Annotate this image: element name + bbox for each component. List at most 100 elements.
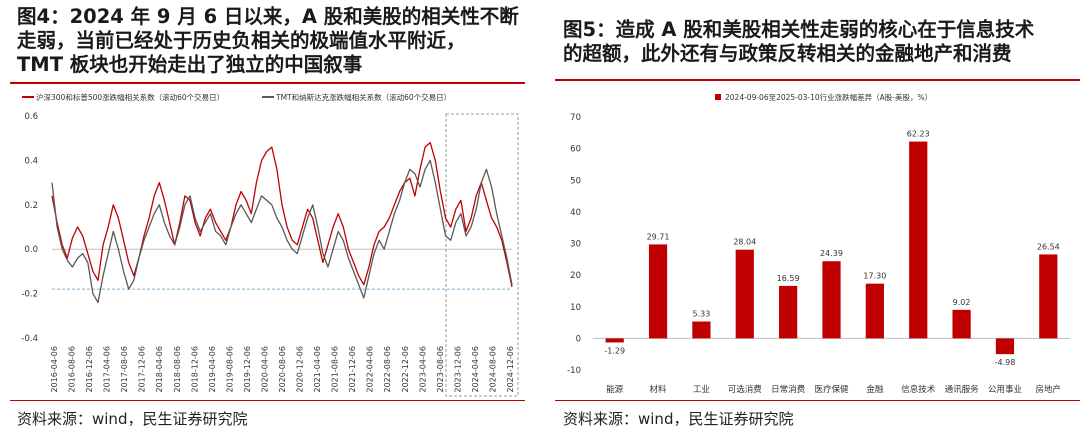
x-tick-label: 2020-12-06 <box>296 346 305 393</box>
bar-房地产 <box>1039 254 1058 339</box>
bar-医疗保健 <box>822 261 841 339</box>
x-tick-label: 2018-12-06 <box>190 346 199 393</box>
y-tick-label: 0.2 <box>24 201 38 211</box>
series-line-1 <box>51 141 513 288</box>
x-tick-label: 2022-08-06 <box>383 346 392 393</box>
x-tick-label: 2022-12-06 <box>401 346 410 393</box>
x-tick-label: 2024-08-06 <box>488 346 497 393</box>
x-category-label: 通讯服务 <box>945 384 980 395</box>
x-tick-label: 2016-04-06 <box>50 346 59 393</box>
left-title-line-3: TMT 板块也开始走出了独立的中国叙事 <box>17 53 363 76</box>
x-tick-label: 2021-12-06 <box>348 346 357 393</box>
bar-chart-svg: 2024-09-06至2025-03-10行业涨跌幅差异（A股-美股，%） 70 6… <box>567 92 1070 395</box>
x-category-label: 信息技术 <box>901 384 936 395</box>
line-chart-svg: 沪深300和标普500涨跌幅相关系数（滚动60个交易日） TMT和纳斯达克涨跌幅相… <box>21 92 519 397</box>
data-label: 5.33 <box>693 310 711 319</box>
data-label: 24.39 <box>820 249 843 258</box>
x-tick-label: 2020-08-06 <box>278 346 287 393</box>
x-category-label: 日常消费 <box>771 384 806 395</box>
x-tick-label: 2021-04-06 <box>313 346 322 393</box>
y-tick-label: 30 <box>570 240 581 250</box>
x-category-label: 可选消费 <box>728 384 763 395</box>
right-title-line-2: 的超额，此外还有与政策反转相关的金融地产和消费 <box>563 42 1012 65</box>
x-tick-label: 2023-12-06 <box>453 346 462 393</box>
x-tick-label: 2023-08-06 <box>436 346 445 393</box>
legend-label-series-2: TMT和纳斯达克涨跌幅相关系数（滚动60个交易日） <box>275 92 451 102</box>
x-tick-label: 2023-04-06 <box>418 346 427 393</box>
data-label: 16.59 <box>777 274 800 283</box>
bar-可选消费 <box>735 249 754 339</box>
left-source-rule <box>10 400 525 401</box>
data-label: 62.23 <box>907 130 930 139</box>
bar-能源 <box>605 338 624 343</box>
y-tick-label: 0 <box>576 334 581 344</box>
x-category-label: 材料 <box>650 384 668 395</box>
y-tick-label: 60 <box>570 145 581 155</box>
right-title-line-1: 图5：造成 A 股和美股相关性走弱的核心在于信息技术 <box>563 18 1035 41</box>
x-tick-label: 2020-04-06 <box>260 346 269 393</box>
y-tick-label: 10 <box>570 303 581 313</box>
x-tick-label: 2016-08-06 <box>68 346 77 393</box>
left-title-line-2: 走弱，当前已经处于历史负相关的极端值水平附近， <box>17 29 466 52</box>
data-label: 28.04 <box>733 238 756 247</box>
x-tick-label: 2017-12-06 <box>138 346 147 393</box>
x-tick-label: 2019-12-06 <box>243 346 252 393</box>
highlight-box <box>445 113 519 397</box>
x-tick-label: 2021-08-06 <box>331 346 340 393</box>
x-category-label: 医疗保健 <box>814 384 849 395</box>
bar-公用事业 <box>995 338 1015 355</box>
bar-通讯服务 <box>952 309 971 339</box>
bar-工业 <box>692 321 711 339</box>
x-tick-label: 2018-08-06 <box>173 346 182 393</box>
x-category-label: 房地产 <box>1036 384 1062 395</box>
y-tick-label: -10 <box>567 366 581 376</box>
data-label: -4.98 <box>995 358 1016 367</box>
bar-材料 <box>648 244 668 339</box>
y-tick-label: 0.6 <box>24 112 38 122</box>
x-category-label: 能源 <box>606 384 624 395</box>
right-title-rule <box>555 79 1080 81</box>
x-tick-label: 2018-04-06 <box>155 346 164 393</box>
x-category-label: 金融 <box>866 384 884 395</box>
y-tick-label: 20 <box>570 271 581 281</box>
y-tick-label: 0.4 <box>24 156 38 166</box>
left-title-line-1: 图4：2024 年 9 月 6 日以来，A 股和美股的相关性不断 <box>17 5 519 28</box>
x-tick-label: 2016-12-06 <box>85 346 94 393</box>
y-tick-label: 50 <box>570 176 581 186</box>
y-tick-label: 0.0 <box>24 245 38 255</box>
bar-日常消费 <box>779 285 798 339</box>
x-tick-label: 2017-04-06 <box>103 346 112 393</box>
x-category-label: 工业 <box>693 384 710 395</box>
legend-label-series-1: 沪深300和标普500涨跌幅相关系数（滚动60个交易日） <box>36 92 224 102</box>
x-tick-label: 2019-04-06 <box>208 346 217 393</box>
data-label: 9.02 <box>953 298 971 307</box>
left-title-rule <box>10 82 525 84</box>
x-tick-label: 2017-08-06 <box>120 346 129 393</box>
series-line-2 <box>51 159 513 304</box>
x-category-label: 公用事业 <box>988 384 1022 395</box>
data-label: 29.71 <box>647 232 670 241</box>
bar-金融 <box>865 283 884 339</box>
legend-swatch <box>715 94 721 100</box>
right-figure-title: 图5：造成 A 股和美股相关性走弱的核心在于信息技术 的超额，此外还有与政策反转… <box>563 18 1034 66</box>
data-label: 17.30 <box>863 272 886 281</box>
x-tick-label: 2024-04-06 <box>471 346 480 393</box>
right-source-note: 资料来源：wind，民生证券研究院 <box>563 410 794 428</box>
x-tick-label: 2019-08-06 <box>225 346 234 393</box>
data-label: 26.54 <box>1037 242 1060 251</box>
line-chart: 沪深300和标普500涨跌幅相关系数（滚动60个交易日） TMT和纳斯达克涨跌幅相… <box>10 86 525 398</box>
data-label: -1.29 <box>604 346 625 355</box>
left-source-note: 资料来源：wind，民生证券研究院 <box>17 410 248 428</box>
left-figure-title: 图4：2024 年 9 月 6 日以来，A 股和美股的相关性不断 走弱，当前已经… <box>17 5 519 77</box>
right-figure-panel: 图5：造成 A 股和美股相关性走弱的核心在于信息技术 的超额，此外还有与政策反转… <box>548 0 1080 439</box>
bar-信息技术 <box>909 141 928 339</box>
x-tick-label: 2024-12-06 <box>506 346 515 393</box>
legend-label: 2024-09-06至2025-03-10行业涨跌幅差异（A股-美股，%） <box>725 92 932 102</box>
left-figure-panel: 图4：2024 年 9 月 6 日以来，A 股和美股的相关性不断 走弱，当前已经… <box>0 0 525 439</box>
y-tick-label: 40 <box>570 208 581 218</box>
y-tick-label: -0.4 <box>21 334 38 344</box>
y-tick-label: 70 <box>570 113 581 123</box>
x-tick-label: 2022-04-06 <box>366 346 375 393</box>
right-source-rule <box>555 400 1080 401</box>
y-tick-label: -0.2 <box>21 290 38 300</box>
